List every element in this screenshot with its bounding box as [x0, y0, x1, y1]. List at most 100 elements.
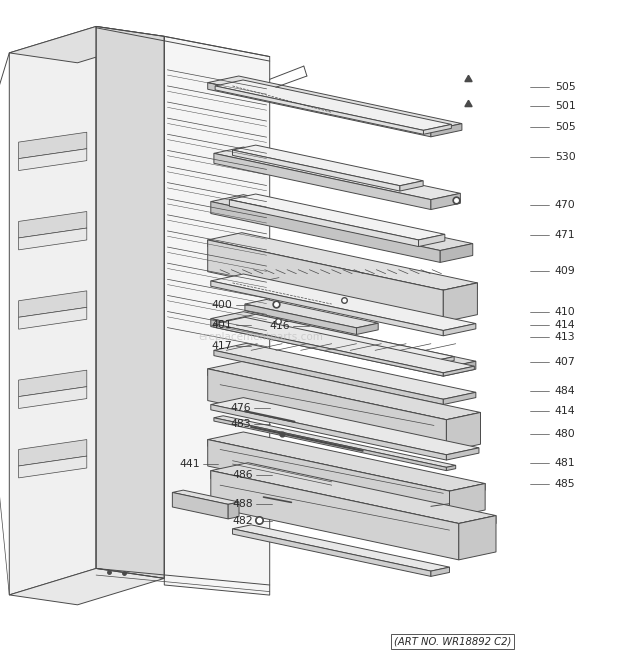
- Polygon shape: [228, 502, 239, 519]
- Text: 505: 505: [555, 122, 575, 132]
- Text: 410: 410: [555, 307, 575, 317]
- Polygon shape: [208, 440, 450, 498]
- Polygon shape: [19, 228, 87, 250]
- Polygon shape: [446, 465, 456, 471]
- Polygon shape: [208, 233, 477, 290]
- Polygon shape: [418, 235, 445, 247]
- Polygon shape: [208, 240, 443, 322]
- Polygon shape: [356, 323, 378, 334]
- Polygon shape: [232, 145, 423, 186]
- Polygon shape: [226, 315, 454, 363]
- Polygon shape: [211, 471, 459, 531]
- Polygon shape: [9, 568, 164, 605]
- Polygon shape: [19, 370, 87, 397]
- Polygon shape: [172, 492, 228, 519]
- Text: 482: 482: [232, 516, 253, 526]
- Text: 485: 485: [555, 479, 575, 489]
- Polygon shape: [459, 516, 496, 560]
- Polygon shape: [19, 307, 87, 329]
- Text: 470: 470: [555, 200, 575, 210]
- Text: 400: 400: [211, 300, 232, 311]
- Polygon shape: [208, 83, 431, 137]
- Polygon shape: [229, 200, 418, 247]
- Polygon shape: [400, 181, 423, 191]
- Text: 441: 441: [179, 459, 200, 469]
- Polygon shape: [211, 312, 476, 368]
- Polygon shape: [211, 202, 440, 262]
- Polygon shape: [450, 484, 485, 518]
- Text: 488: 488: [232, 498, 253, 509]
- Text: 501: 501: [555, 100, 575, 111]
- Polygon shape: [214, 324, 443, 376]
- Polygon shape: [214, 147, 460, 200]
- Text: 530: 530: [555, 152, 575, 163]
- Polygon shape: [211, 397, 479, 455]
- Text: 484: 484: [555, 386, 575, 397]
- Text: 407: 407: [555, 357, 575, 368]
- Polygon shape: [211, 281, 443, 336]
- Polygon shape: [229, 194, 445, 240]
- Text: 416: 416: [270, 321, 290, 331]
- Text: (ART NO. WR18892 C2): (ART NO. WR18892 C2): [394, 636, 511, 646]
- Polygon shape: [425, 356, 454, 367]
- Polygon shape: [164, 36, 270, 595]
- Text: 471: 471: [555, 229, 575, 240]
- Polygon shape: [443, 283, 477, 297]
- Polygon shape: [211, 274, 476, 330]
- Polygon shape: [208, 240, 443, 297]
- Polygon shape: [19, 456, 87, 478]
- Polygon shape: [19, 291, 87, 317]
- Polygon shape: [211, 463, 496, 524]
- Polygon shape: [423, 124, 451, 134]
- Text: 483: 483: [231, 419, 251, 430]
- Polygon shape: [211, 405, 446, 460]
- Text: 481: 481: [555, 457, 575, 468]
- Polygon shape: [208, 369, 446, 451]
- Text: ereplacementparts.com: ereplacementparts.com: [198, 332, 323, 342]
- Polygon shape: [19, 212, 87, 238]
- Polygon shape: [450, 484, 485, 498]
- Polygon shape: [214, 344, 476, 399]
- Polygon shape: [208, 440, 450, 518]
- Polygon shape: [459, 516, 496, 531]
- Text: 409: 409: [555, 266, 575, 276]
- Polygon shape: [19, 440, 87, 466]
- Polygon shape: [172, 490, 239, 504]
- Polygon shape: [232, 150, 400, 191]
- Polygon shape: [443, 393, 476, 405]
- Polygon shape: [443, 283, 477, 322]
- Polygon shape: [443, 324, 476, 336]
- Polygon shape: [226, 321, 425, 367]
- Polygon shape: [19, 387, 87, 408]
- Polygon shape: [214, 350, 443, 405]
- Polygon shape: [446, 448, 479, 460]
- Polygon shape: [208, 76, 462, 130]
- Polygon shape: [245, 299, 378, 328]
- Polygon shape: [211, 195, 472, 251]
- Polygon shape: [440, 244, 472, 262]
- Polygon shape: [214, 317, 474, 373]
- Polygon shape: [208, 369, 446, 426]
- Polygon shape: [214, 416, 456, 467]
- Polygon shape: [431, 567, 450, 576]
- Polygon shape: [215, 86, 423, 134]
- Polygon shape: [211, 319, 443, 376]
- Text: 414: 414: [555, 320, 575, 330]
- Polygon shape: [208, 432, 485, 491]
- Polygon shape: [446, 412, 480, 426]
- Text: 401: 401: [212, 320, 232, 330]
- Polygon shape: [214, 418, 446, 471]
- Polygon shape: [232, 529, 431, 576]
- Polygon shape: [96, 26, 164, 578]
- Polygon shape: [431, 124, 462, 137]
- Polygon shape: [211, 471, 459, 560]
- Text: 476: 476: [231, 403, 251, 414]
- Polygon shape: [9, 26, 96, 595]
- Text: 414: 414: [555, 406, 575, 416]
- Polygon shape: [446, 412, 480, 451]
- Text: 486: 486: [232, 469, 253, 480]
- Polygon shape: [431, 193, 460, 210]
- Polygon shape: [245, 304, 356, 334]
- Polygon shape: [19, 149, 87, 171]
- Text: 480: 480: [555, 429, 575, 440]
